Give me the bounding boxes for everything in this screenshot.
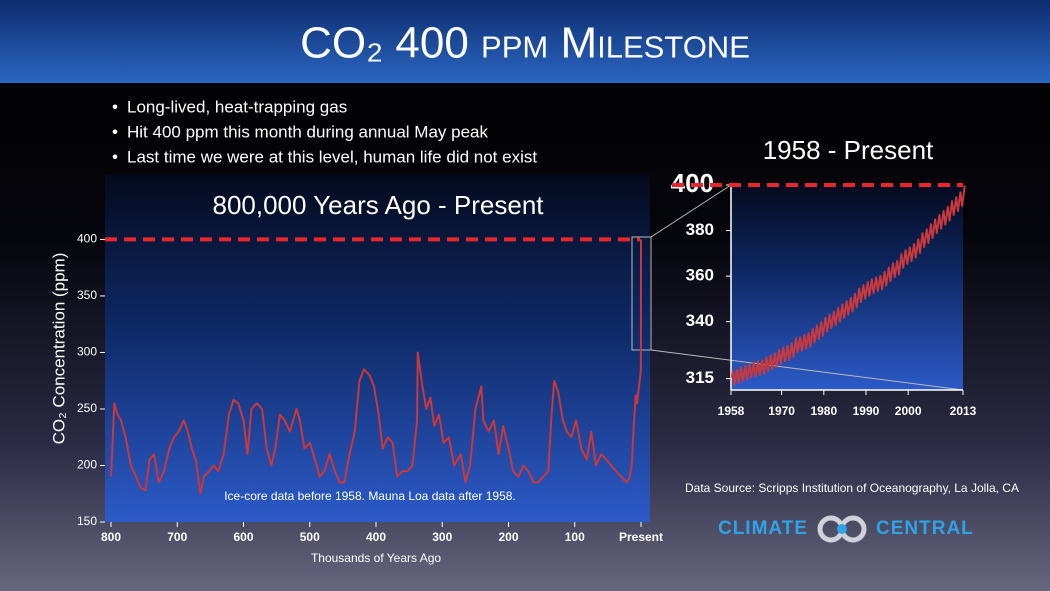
y-tick-label: 250: [77, 401, 97, 415]
bullet-dot: •: [112, 97, 118, 116]
x-tick-label: 1980: [810, 404, 837, 418]
y-tick-label: 350: [77, 288, 97, 302]
chart-title: 800,000 Years Ago - Present: [212, 190, 544, 220]
bullet: Long-lived, heat-trapping gas: [127, 97, 347, 116]
x-tick-label: 2013: [950, 404, 977, 418]
bullet-dot: •: [112, 147, 118, 166]
plot-area: [105, 175, 650, 522]
x-tick-label: 800: [101, 530, 121, 544]
y-tick-label: 360: [686, 266, 714, 285]
header-band: [0, 0, 1050, 83]
x-tick-label: 700: [167, 530, 187, 544]
logo-dot: [837, 524, 847, 534]
data-line: [110, 239, 642, 495]
x-tick-label: 100: [565, 530, 585, 544]
y-tick-label: 315: [686, 368, 714, 387]
y-tick-label: 400: [77, 232, 97, 246]
x-tick-label: 1970: [768, 404, 795, 418]
x-tick-label: 300: [432, 530, 452, 544]
x-tick-label: 1990: [853, 404, 880, 418]
x-tick-label: 1958: [718, 404, 745, 418]
data-line: [730, 185, 966, 386]
x-tick-label: 2000: [895, 404, 922, 418]
zoom-connector: [650, 184, 732, 238]
bullet: Hit 400 ppm this month during annual May…: [127, 122, 488, 141]
bullet-dot: •: [112, 122, 118, 141]
y-tick-label: 340: [686, 311, 714, 330]
x-tick-label: 400: [366, 530, 386, 544]
bullet-list: • Long-lived, heat-trapping gas • Hit 40…: [112, 97, 537, 166]
annotation: Ice-core data before 1958. Mauna Loa dat…: [224, 489, 516, 503]
logo-text: CENTRAL: [876, 518, 974, 539]
zoom-connector: [650, 349, 964, 391]
x-axis-label: Thousands of Years Ago: [311, 551, 441, 565]
x-tick-label: Present: [619, 530, 663, 544]
logo: CLIMATE CENTRAL: [718, 515, 974, 543]
slide-title: CO₂ 400 ppm Milestone: [300, 19, 750, 68]
y-tick-label: 150: [77, 514, 97, 528]
y-tick-label: 300: [77, 345, 97, 359]
x-tick-label: 600: [233, 530, 253, 544]
y-tick-label: 400: [671, 168, 714, 198]
chart-title: 1958 - Present: [763, 135, 934, 165]
y-tick-label: 200: [77, 458, 97, 472]
data-source: Data Source: Scripps Institution of Ocea…: [685, 481, 1019, 495]
bullet: Last time we were at this level, human l…: [127, 147, 537, 166]
x-tick-label: 500: [300, 530, 320, 544]
logo-text: CLIMATE: [718, 518, 808, 539]
x-tick-label: 200: [498, 530, 518, 544]
y-tick-label: 380: [686, 220, 714, 239]
y-axis-label: CO₂ Concentration (ppm): [49, 253, 68, 445]
